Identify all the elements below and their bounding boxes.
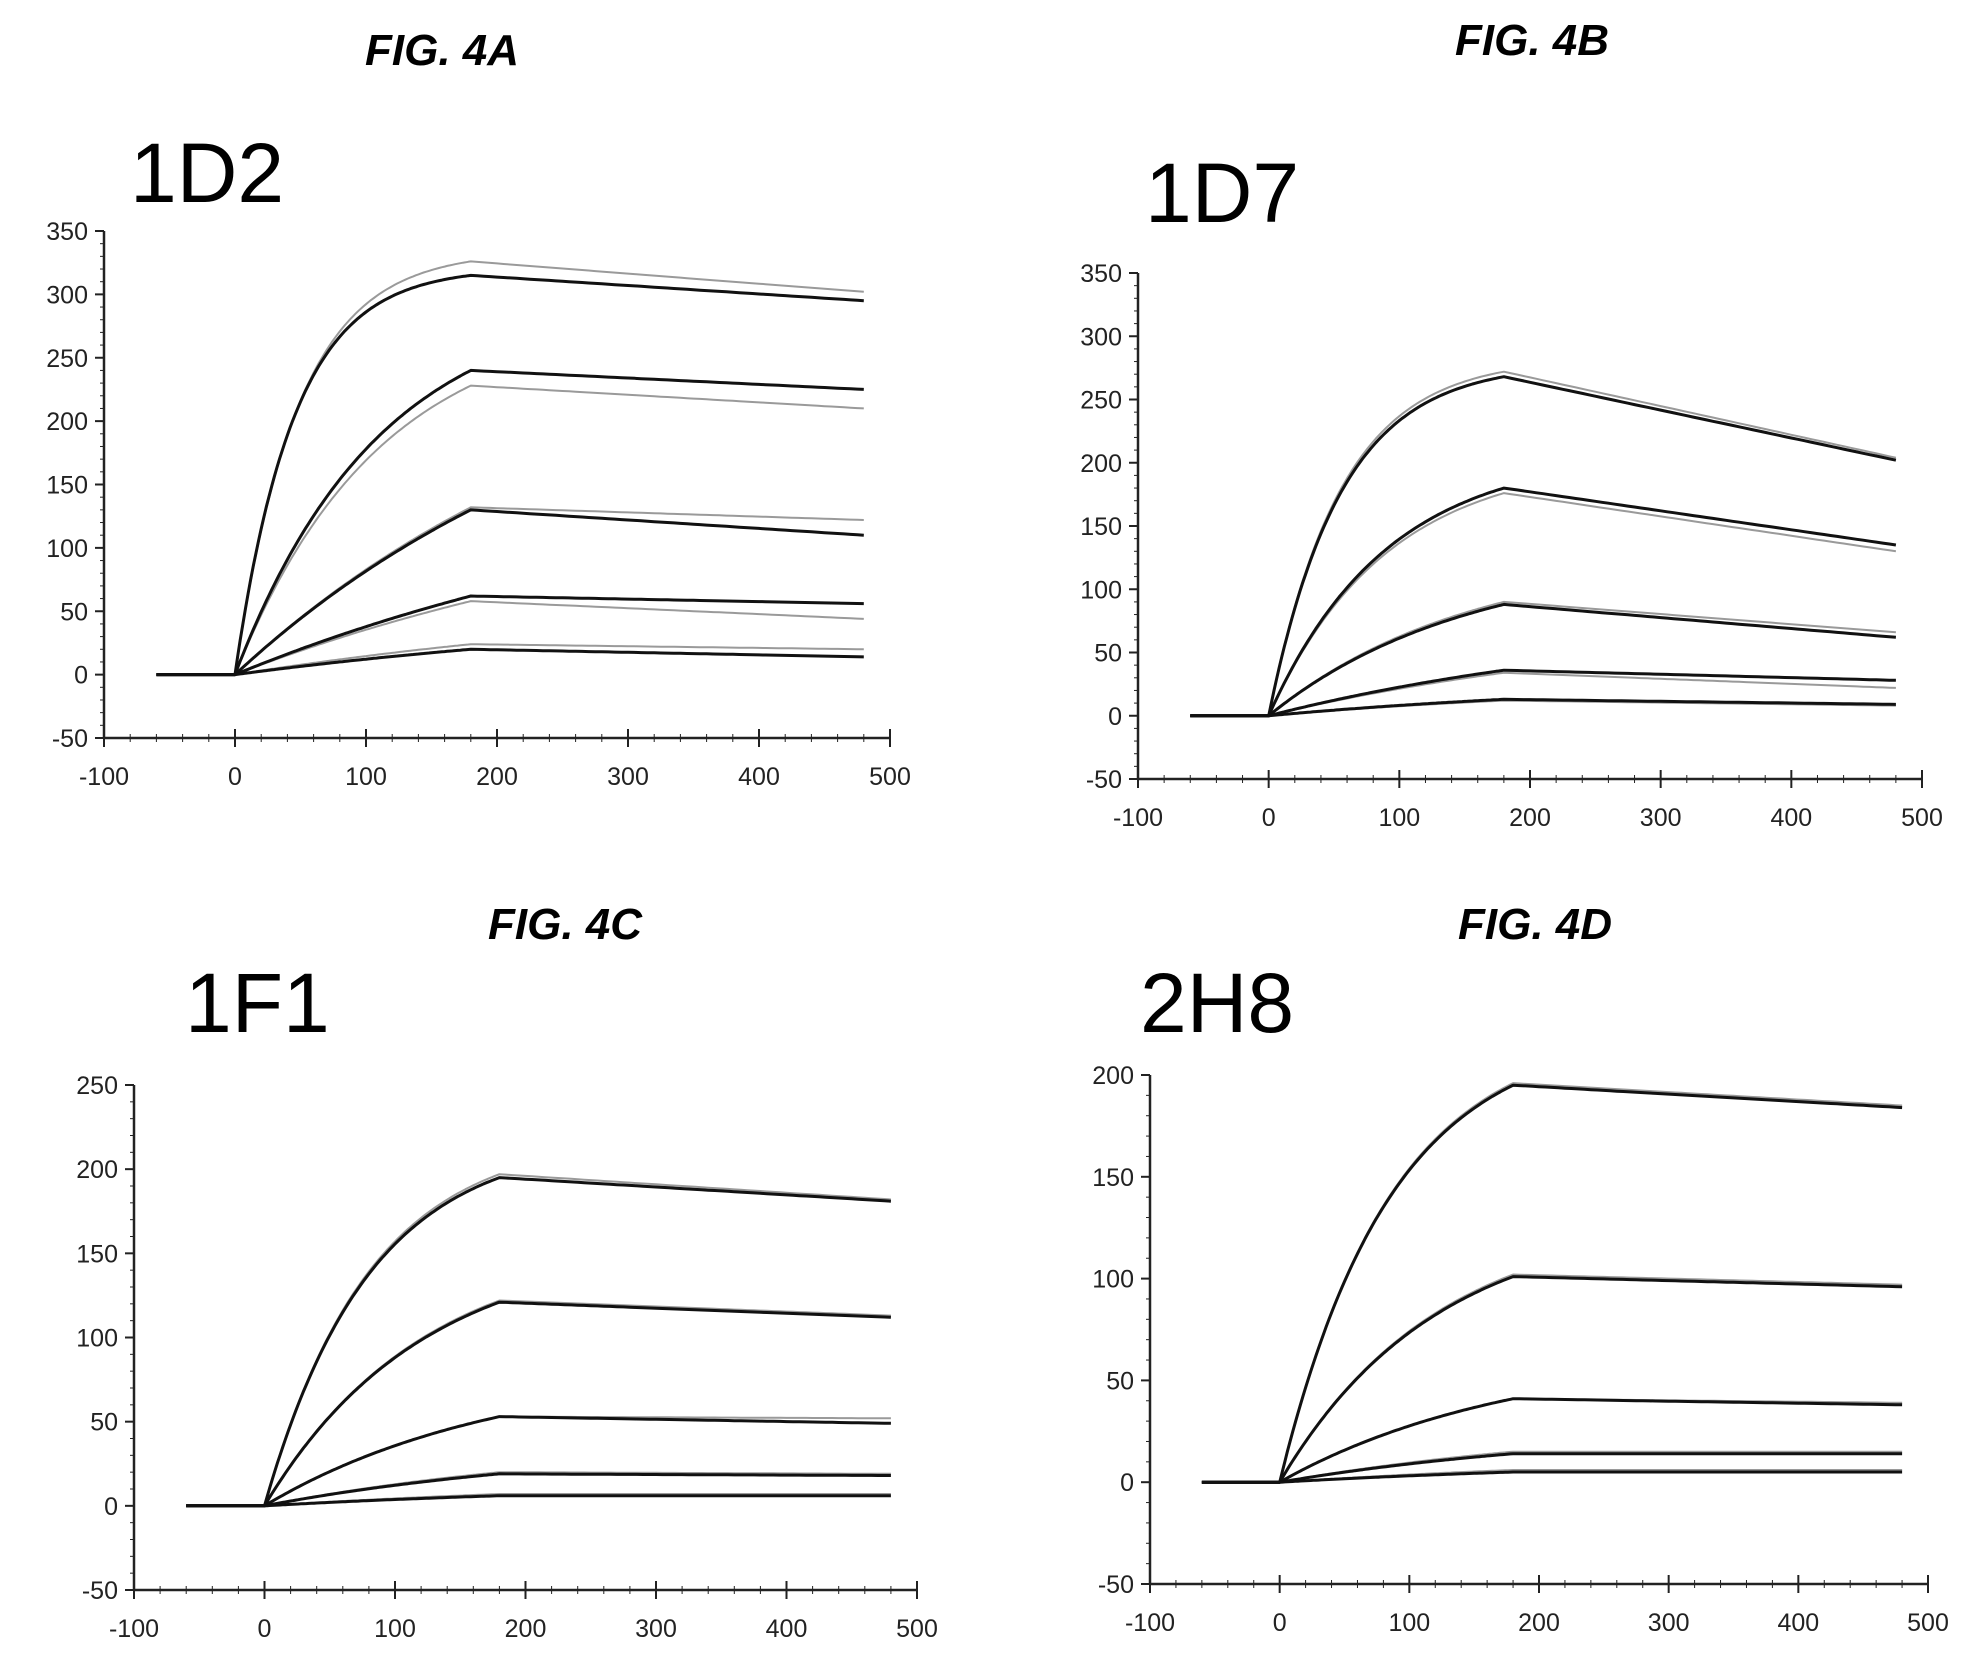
y-tick-label: 150 — [76, 1240, 118, 1268]
y-tick-label: 100 — [1080, 576, 1122, 604]
y-tick-label: 50 — [60, 598, 88, 626]
x-tick-label: -100 — [79, 763, 129, 791]
measured-curve — [1190, 375, 1897, 718]
measured-curve — [156, 594, 864, 677]
measured-curve — [1190, 602, 1897, 718]
x-tick-label: 300 — [607, 763, 649, 791]
figure-label: FIG. 4B — [1455, 16, 1610, 65]
y-tick-label: 250 — [76, 1072, 118, 1100]
x-tick-label: 200 — [505, 1615, 547, 1643]
measured-curve — [186, 1415, 891, 1508]
x-tick-label: 0 — [1262, 804, 1276, 832]
measured-curve — [1201, 1397, 1903, 1484]
y-tick-label: 150 — [46, 472, 88, 500]
measured-curve — [1190, 668, 1896, 718]
x-tick-label: 300 — [1648, 1609, 1690, 1637]
y-tick-label: 250 — [46, 345, 88, 373]
measured-curve — [1190, 486, 1897, 718]
y-tick-label: 250 — [1080, 387, 1122, 415]
measured-curve — [156, 508, 864, 677]
x-tick-label: 100 — [374, 1615, 416, 1643]
measured-curve — [186, 1176, 891, 1508]
fit-curve — [156, 600, 864, 676]
measured-curve — [186, 1472, 891, 1508]
measured-curve — [186, 1300, 891, 1508]
y-tick-label: 50 — [1094, 640, 1122, 668]
y-tick-label: 100 — [1092, 1266, 1134, 1294]
measured-curve — [1201, 1275, 1903, 1484]
y-tick-label: 100 — [46, 535, 88, 563]
x-tick-label: 500 — [869, 763, 911, 791]
x-tick-label: 400 — [1777, 1609, 1819, 1637]
y-tick-label: 200 — [1092, 1062, 1134, 1090]
x-tick-label: 500 — [1901, 804, 1943, 832]
y-tick-label: 200 — [76, 1156, 118, 1184]
measured-curve — [186, 1494, 891, 1508]
x-tick-label: 500 — [896, 1615, 938, 1643]
y-tick-label: -50 — [82, 1577, 118, 1605]
y-tick-label: 300 — [46, 281, 88, 309]
y-tick-label: 0 — [1120, 1469, 1134, 1497]
measured-curve — [1190, 697, 1896, 718]
y-tick-label: 50 — [1106, 1367, 1134, 1395]
x-tick-label: 100 — [1388, 1609, 1430, 1637]
sample-title: 2H8 — [1140, 956, 1295, 1050]
x-tick-label: -100 — [1125, 1609, 1175, 1637]
x-tick-label: -100 — [109, 1615, 159, 1643]
y-tick-label: 200 — [1080, 450, 1122, 478]
sample-title: 1D7 — [1145, 146, 1300, 240]
x-tick-label: 100 — [1378, 804, 1420, 832]
measured-curve — [156, 273, 864, 677]
x-tick-label: 400 — [766, 1615, 808, 1643]
y-tick-label: 0 — [74, 662, 88, 690]
figure-label: FIG. 4D — [1458, 900, 1613, 949]
y-tick-label: 200 — [46, 408, 88, 436]
x-tick-label: 0 — [258, 1615, 272, 1643]
figure-label: FIG. 4C — [488, 900, 643, 949]
measured-curve — [156, 647, 864, 677]
measured-curve — [1201, 1470, 1903, 1484]
y-tick-label: 0 — [1108, 703, 1122, 731]
x-tick-label: 300 — [1640, 804, 1682, 832]
y-tick-label: 300 — [1080, 323, 1122, 351]
y-tick-label: 150 — [1080, 513, 1122, 541]
x-tick-label: 200 — [476, 763, 518, 791]
x-tick-label: 400 — [738, 763, 780, 791]
x-tick-label: 400 — [1770, 804, 1812, 832]
measured-curve — [1201, 1083, 1903, 1484]
y-tick-label: 50 — [90, 1409, 118, 1437]
measured-curve — [156, 368, 864, 677]
figure-label: FIG. 4A — [365, 26, 520, 75]
x-tick-label: 200 — [1518, 1609, 1560, 1637]
y-tick-label: 150 — [1092, 1164, 1134, 1192]
y-tick-label: 350 — [46, 218, 88, 246]
x-tick-label: 0 — [1273, 1609, 1287, 1637]
x-tick-label: 100 — [345, 763, 387, 791]
x-tick-label: -100 — [1113, 804, 1163, 832]
x-tick-label: 300 — [635, 1615, 677, 1643]
y-tick-label: 0 — [104, 1493, 118, 1521]
sample-title: 1F1 — [185, 956, 330, 1050]
x-tick-label: 0 — [228, 763, 242, 791]
measured-curve — [1201, 1452, 1903, 1484]
y-tick-label: -50 — [1098, 1571, 1134, 1599]
y-tick-label: -50 — [52, 725, 88, 753]
y-tick-label: 350 — [1080, 260, 1122, 288]
fit-curve — [156, 384, 864, 676]
x-tick-label: 200 — [1509, 804, 1551, 832]
fit-curve — [156, 643, 864, 676]
y-tick-label: 100 — [76, 1325, 118, 1353]
sample-title: 1D2 — [130, 126, 285, 220]
y-tick-label: -50 — [1086, 766, 1122, 794]
x-tick-label: 500 — [1907, 1609, 1949, 1637]
